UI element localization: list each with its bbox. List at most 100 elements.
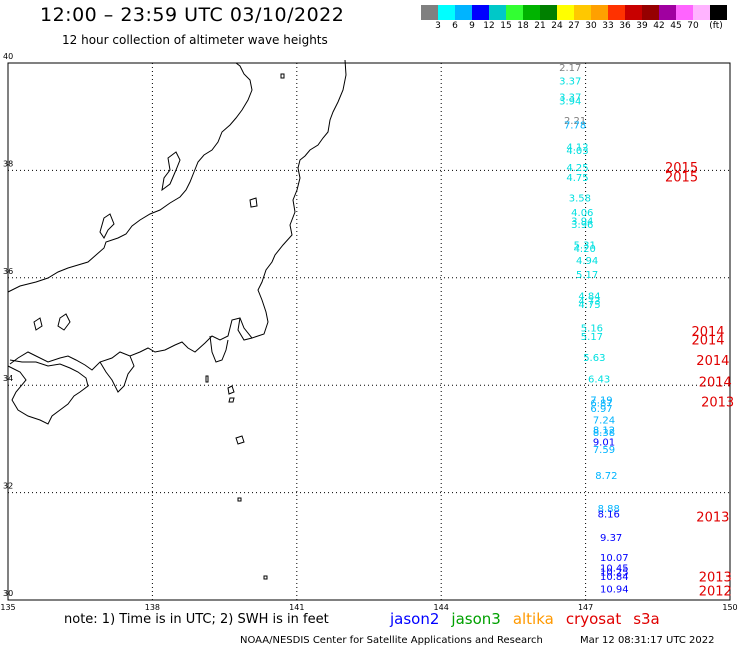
wave-height-value: 8.88	[598, 504, 620, 515]
year-label: 2015	[665, 161, 698, 176]
wave-height-value: 10.84	[600, 572, 629, 583]
y-tick-label: 36	[3, 267, 13, 276]
wave-height-value: 9.37	[600, 533, 622, 544]
legend-label: 9	[469, 21, 475, 31]
wave-height-value: 7.19	[590, 395, 612, 406]
coastline-boso-peninsula	[237, 317, 253, 341]
wave-height-value: 8.12	[593, 426, 615, 437]
legend-swatch	[659, 5, 676, 20]
legend-swatch	[421, 5, 438, 20]
footer-note: note: 1) Time is in UTC; 2) SWH is in fe…	[64, 612, 329, 627]
lake-biwa	[57, 313, 71, 331]
legend-swatch	[608, 5, 625, 20]
island-torishima	[263, 575, 268, 580]
wave-height-value: 7.24	[593, 415, 615, 426]
legend-label: 30	[585, 21, 597, 31]
wave-height-value: 10.94	[600, 584, 629, 595]
wave-height-value: 3.37	[559, 76, 581, 87]
legend-swatch	[625, 5, 642, 20]
legend-label: 21	[534, 21, 546, 31]
year-label: 2013	[701, 396, 734, 411]
wave-height-value: 4.75	[578, 300, 600, 311]
year-label: 2014	[691, 325, 724, 340]
year-label: 2014	[691, 333, 724, 348]
wave-height-value: 6.97	[590, 404, 612, 415]
x-tick-label: 144	[434, 603, 449, 612]
wave-height-value: 7.59	[593, 445, 615, 456]
island-izu	[205, 375, 209, 383]
satellite-name: s3a	[633, 610, 660, 628]
legend-label: 45	[670, 21, 682, 31]
year-label: 2014	[699, 375, 732, 390]
legend-label: 24	[551, 21, 563, 31]
x-tick-label: 150	[722, 603, 737, 612]
year-label: 2013	[699, 571, 732, 586]
coastline-izu-peninsula	[209, 335, 229, 363]
wave-height-value: 2.17	[559, 63, 581, 74]
legend-swatch	[676, 5, 693, 20]
legend-label: 39	[636, 21, 648, 31]
legend-label: 27	[568, 21, 580, 31]
wave-height-value: 3.94	[571, 217, 593, 228]
wave-height-value: 4.94	[576, 256, 598, 267]
wave-height-value: 4.75	[566, 173, 588, 184]
timestamp-text: Mar 12 08:31:17 UTC 2022	[580, 635, 715, 646]
island-hachijo	[235, 435, 245, 445]
island-sado	[161, 151, 181, 192]
legend-swatch	[591, 5, 608, 20]
year-label: 2014	[696, 354, 729, 369]
legend-swatch	[693, 5, 710, 20]
wave-height-value: 5.16	[581, 324, 603, 335]
wave-height-value: 8.72	[595, 471, 617, 482]
wave-height-value: 4.25	[566, 163, 588, 174]
legend-swatch	[523, 5, 540, 20]
x-tick-label: 147	[578, 603, 593, 612]
satellite-legend: jason2 jason3 altika cryosat s3a	[390, 610, 660, 628]
legend-swatch	[438, 5, 455, 20]
y-tick-label: 40	[3, 52, 13, 61]
legend-swatch	[642, 5, 659, 20]
wave-height-value: 9.01	[593, 437, 615, 448]
legend-label: 33	[602, 21, 614, 31]
y-tick-label: 30	[3, 589, 13, 598]
wave-height-value: 10.07	[600, 553, 629, 564]
wave-height-value: 4.73	[578, 297, 600, 308]
wave-height-value: 4.20	[574, 244, 596, 255]
legend-label: 15	[500, 21, 512, 31]
island-miyake	[228, 397, 235, 403]
legend-swatch	[455, 5, 472, 20]
y-tick-label: 34	[3, 374, 13, 383]
y-tick-label: 32	[3, 482, 13, 491]
satellite-name: cryosat	[565, 610, 622, 628]
legend-label: 70	[687, 21, 699, 31]
wave-height-value: 4.03	[566, 146, 588, 157]
wave-height-value: 10.45	[600, 564, 629, 575]
satellite-name: jason2	[390, 610, 440, 628]
wave-height-value: 3.96	[571, 220, 593, 231]
wave-height-value: 6.87	[590, 399, 612, 410]
island-oshima	[227, 385, 235, 395]
legend-swatch	[540, 5, 557, 20]
legend-swatch	[557, 5, 574, 20]
coastline-noto-peninsula	[99, 213, 115, 239]
page-title: 12:00 – 23:59 UTC 03/10/2022	[40, 4, 345, 26]
wave-height-value: 7.78	[564, 121, 586, 132]
coastline-japan	[7, 59, 347, 580]
wave-height-value: 2.21	[564, 116, 586, 127]
island-awaji	[33, 317, 43, 331]
coastline-kii-peninsula	[99, 355, 135, 393]
coastline-honshu	[9, 59, 347, 371]
x-tick-label: 141	[289, 603, 304, 612]
satellite-name: altika	[512, 610, 554, 628]
lake-inawashiro	[249, 197, 258, 208]
legend-label: 36	[619, 21, 631, 31]
wave-height-value: 5.31	[574, 240, 596, 251]
wave-height-value: 8.38	[593, 428, 615, 439]
credit-text: NOAA/NESDIS Center for Satellite Applica…	[240, 635, 543, 646]
wave-height-value: 4.12	[566, 143, 588, 154]
legend-swatch	[710, 5, 727, 20]
coastline-shikoku	[7, 359, 89, 425]
island-aogashima	[237, 497, 242, 502]
